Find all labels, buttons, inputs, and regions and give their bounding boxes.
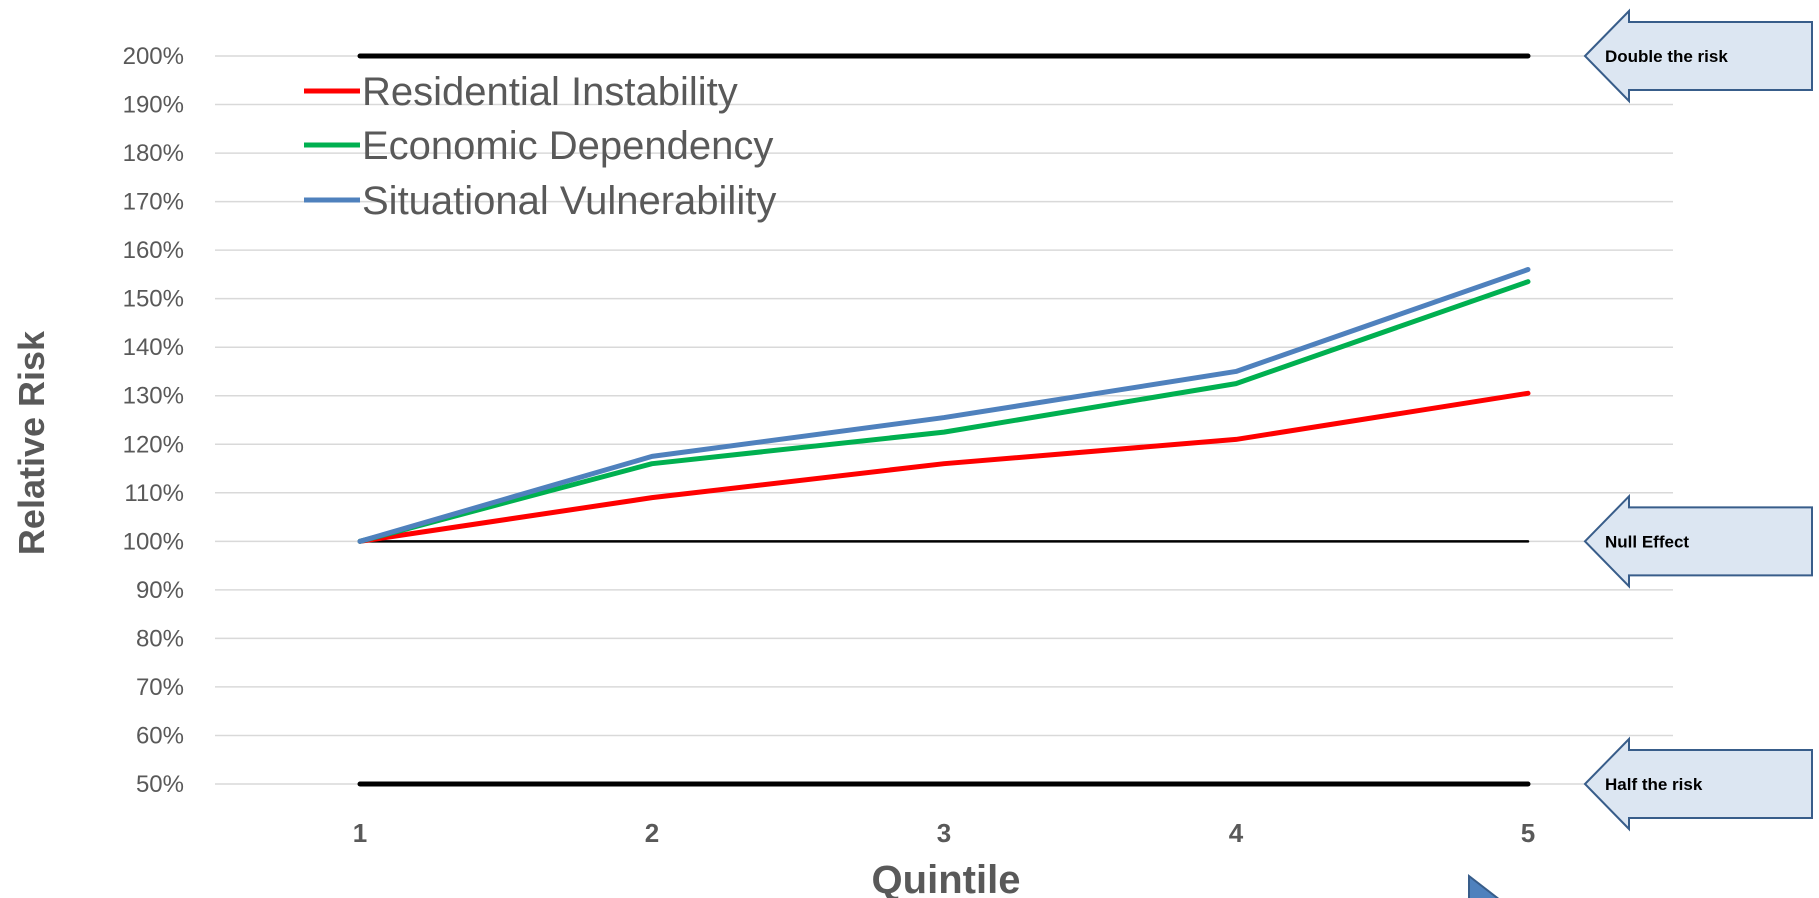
y-tick-label: 80%: [136, 625, 184, 652]
callout-arrow-null-effect: [1583, 493, 1813, 589]
y-tick-label: 140%: [123, 334, 184, 361]
x-tick-label: 2: [645, 818, 659, 848]
x-axis-ticks: 1 2 3 4 5: [353, 818, 1535, 848]
x-tick-label: 4: [1229, 818, 1244, 848]
y-tick-label: 50%: [136, 771, 184, 798]
callout-arrow-half-the-risk: [1583, 736, 1813, 832]
callout-label-half-the-risk: Half the risk: [1605, 775, 1703, 794]
y-tick-label: 150%: [123, 286, 184, 313]
legend-label-situational-vulnerability: Situational Vulnerability: [362, 179, 776, 223]
y-tick-label: 190%: [123, 92, 184, 119]
legend: Residential Instability Economic Dependen…: [304, 70, 776, 223]
y-tick-label: 160%: [123, 237, 184, 264]
y-tick-label: 180%: [123, 140, 184, 167]
series-line-situational-vulnerability: [357, 267, 1531, 544]
y-tick-label: 100%: [123, 528, 184, 555]
callout-arrow-double-the-risk: [1583, 8, 1813, 104]
y-tick-label: 110%: [124, 480, 184, 507]
x-tick-label: 3: [937, 818, 951, 848]
callout-label-double-the-risk: Double the risk: [1605, 47, 1728, 66]
series-line-economic-dependency: [357, 279, 1531, 544]
y-tick-label: 60%: [136, 722, 184, 749]
y-tick-label: 90%: [136, 577, 184, 604]
partial-callout-shape: [1468, 873, 1500, 898]
x-tick-label: 5: [1521, 818, 1535, 848]
y-tick-label: 70%: [136, 674, 184, 701]
series-lines: [357, 267, 1531, 544]
reference-lines: [357, 53, 1531, 787]
callout-label-null-effect: Null Effect: [1605, 532, 1689, 551]
y-tick-label: 130%: [123, 383, 184, 410]
reference-callouts: Double the risk Null Effect Half the risk: [1583, 8, 1813, 832]
y-tick-label: 200%: [123, 43, 184, 70]
y-tick-label: 170%: [123, 189, 184, 216]
y-tick-label: 120%: [123, 431, 184, 458]
series-line-residential-instability: [357, 390, 1531, 544]
y-axis-ticks: 50% 60% 70% 80% 90% 100% 110% 120% 130% 140% 150% 1…: [123, 43, 184, 798]
legend-label-residential-instability: Residential Instability: [362, 70, 738, 114]
y-axis-title: Relative Risk: [11, 330, 52, 555]
x-tick-label: 1: [353, 818, 367, 848]
legend-label-economic-dependency: Economic Dependency: [362, 124, 773, 168]
x-axis-title: Quintile: [872, 858, 1021, 898]
